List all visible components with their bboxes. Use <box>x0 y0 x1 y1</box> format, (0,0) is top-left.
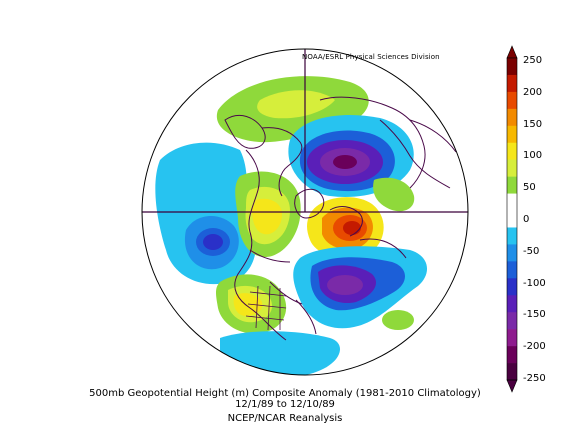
colorbar-max-arrow <box>506 45 518 59</box>
state-borders <box>245 285 287 331</box>
caption-source: NCEP/NCAR Reanalysis <box>227 413 343 424</box>
colorbar-swatch <box>507 244 517 262</box>
colorbar-swatch <box>507 193 517 211</box>
colorbar-swatch <box>507 210 517 228</box>
colorbar-swatch <box>507 329 517 347</box>
colorbar-label: 100 <box>523 150 543 162</box>
colorbar-label: 50 <box>523 182 536 194</box>
colorbar-label: -200 <box>523 341 546 353</box>
colorbar-swatch <box>507 159 517 177</box>
colorbar-label: 150 <box>523 118 543 130</box>
colorbar-swatch <box>507 295 517 313</box>
colorbar-swatch <box>507 363 517 381</box>
coastlines <box>224 96 457 341</box>
colorbar-label: 250 <box>523 55 543 66</box>
colorbar-label: -150 <box>523 309 546 321</box>
colorbar-swatch <box>507 346 517 364</box>
colorbar <box>506 45 518 393</box>
colorbar-frame <box>506 57 518 381</box>
colorbar-swatch <box>507 125 517 144</box>
colorbar-label: 200 <box>523 86 543 98</box>
colorbar-swatch <box>507 261 517 279</box>
caption-dates: 12/1/89 to 12/10/89 <box>235 399 335 410</box>
colorbar-swatch <box>507 227 517 245</box>
map-boundary-circle <box>141 48 469 376</box>
colorbar-label: -100 <box>523 277 546 289</box>
colorbar-swatch <box>507 278 517 296</box>
colorbar-swatch <box>507 312 517 330</box>
colorbar-label: -250 <box>523 373 546 384</box>
credit-label: NOAA/ESRL Physical Sciences Division <box>302 53 440 61</box>
caption-title: 500mb Geopotential Height (m) Composite … <box>89 388 481 399</box>
colorbar-label: -50 <box>523 245 540 257</box>
colorbar-swatch <box>507 142 517 160</box>
colorbar-label: 0 <box>523 214 530 225</box>
colorbar-swatch <box>507 58 517 76</box>
colorbar-swatch <box>507 91 517 110</box>
colorbar-swatch <box>507 74 517 93</box>
anomaly-shading <box>142 49 468 375</box>
colorbar-swatch <box>507 108 517 127</box>
colorbar-swatch <box>507 176 517 194</box>
